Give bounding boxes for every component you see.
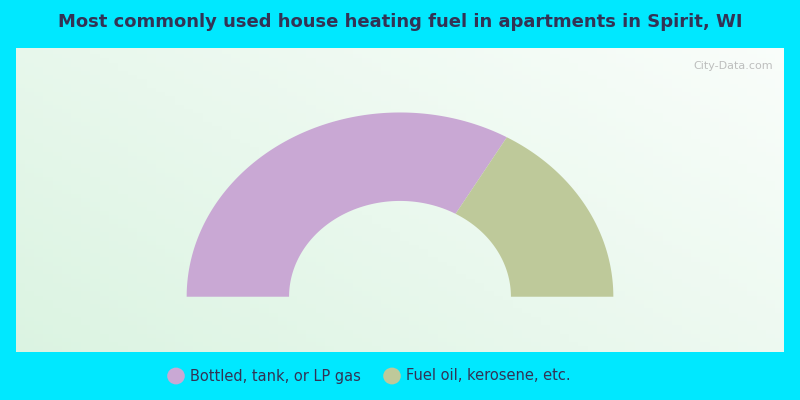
- Polygon shape: [455, 137, 614, 297]
- Polygon shape: [186, 112, 507, 297]
- Text: Most commonly used house heating fuel in apartments in Spirit, WI: Most commonly used house heating fuel in…: [58, 13, 742, 31]
- Text: Bottled, tank, or LP gas: Bottled, tank, or LP gas: [190, 368, 362, 384]
- Text: Fuel oil, kerosene, etc.: Fuel oil, kerosene, etc.: [406, 368, 571, 384]
- Ellipse shape: [383, 368, 401, 384]
- Text: City-Data.com: City-Data.com: [694, 61, 774, 71]
- Ellipse shape: [167, 368, 185, 384]
